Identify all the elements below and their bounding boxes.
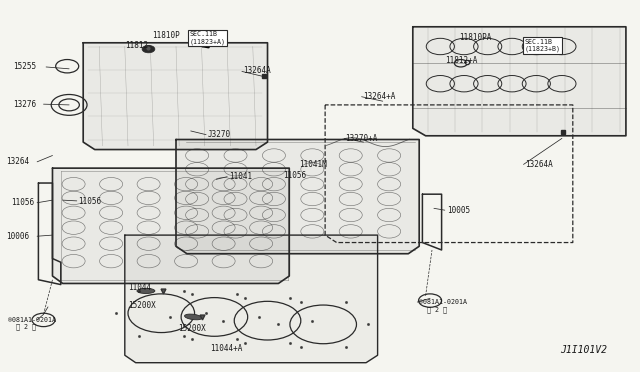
Text: 11041: 11041	[229, 172, 252, 181]
Polygon shape	[83, 43, 268, 150]
Ellipse shape	[184, 314, 202, 320]
Polygon shape	[176, 140, 419, 254]
Text: 13276: 13276	[13, 100, 36, 109]
Text: ®081A1-0201A
  〈 2 〉: ®081A1-0201A 〈 2 〉	[419, 299, 467, 312]
Text: 15255: 15255	[13, 62, 36, 71]
Text: 11810PA: 11810PA	[460, 33, 492, 42]
Text: 11056: 11056	[12, 198, 35, 207]
Ellipse shape	[137, 288, 155, 294]
Text: 13264: 13264	[6, 157, 29, 166]
Circle shape	[142, 45, 155, 53]
Text: 13270+A: 13270+A	[346, 134, 378, 143]
Text: 15200X: 15200X	[128, 301, 156, 310]
Text: 11056: 11056	[78, 197, 101, 206]
Text: 13264+A: 13264+A	[364, 92, 396, 101]
Text: 11056: 11056	[283, 171, 306, 180]
Text: 13264A: 13264A	[525, 160, 552, 169]
Polygon shape	[413, 27, 626, 136]
Text: 11044+A: 11044+A	[210, 344, 243, 353]
Text: ®081A1-0201A
  〈 2 〉: ®081A1-0201A 〈 2 〉	[8, 317, 56, 330]
Text: 13264A: 13264A	[243, 66, 271, 75]
Text: 10006: 10006	[6, 232, 29, 241]
Text: 15200X: 15200X	[178, 324, 205, 333]
Text: 11044: 11044	[128, 283, 151, 292]
Text: J3270: J3270	[208, 130, 231, 139]
Text: 11810P: 11810P	[152, 31, 180, 40]
Text: SEC.11B
(11823+A): SEC.11B (11823+A)	[189, 31, 225, 45]
Text: 11812: 11812	[125, 41, 148, 50]
Polygon shape	[125, 235, 378, 363]
Text: 11041M: 11041M	[300, 160, 327, 169]
Text: J1I101V2: J1I101V2	[560, 346, 607, 355]
Polygon shape	[52, 168, 289, 283]
Text: 10005: 10005	[447, 206, 470, 215]
Text: SEC.11B
(11823+B): SEC.11B (11823+B)	[525, 39, 561, 52]
Text: 11812+A: 11812+A	[445, 56, 477, 65]
